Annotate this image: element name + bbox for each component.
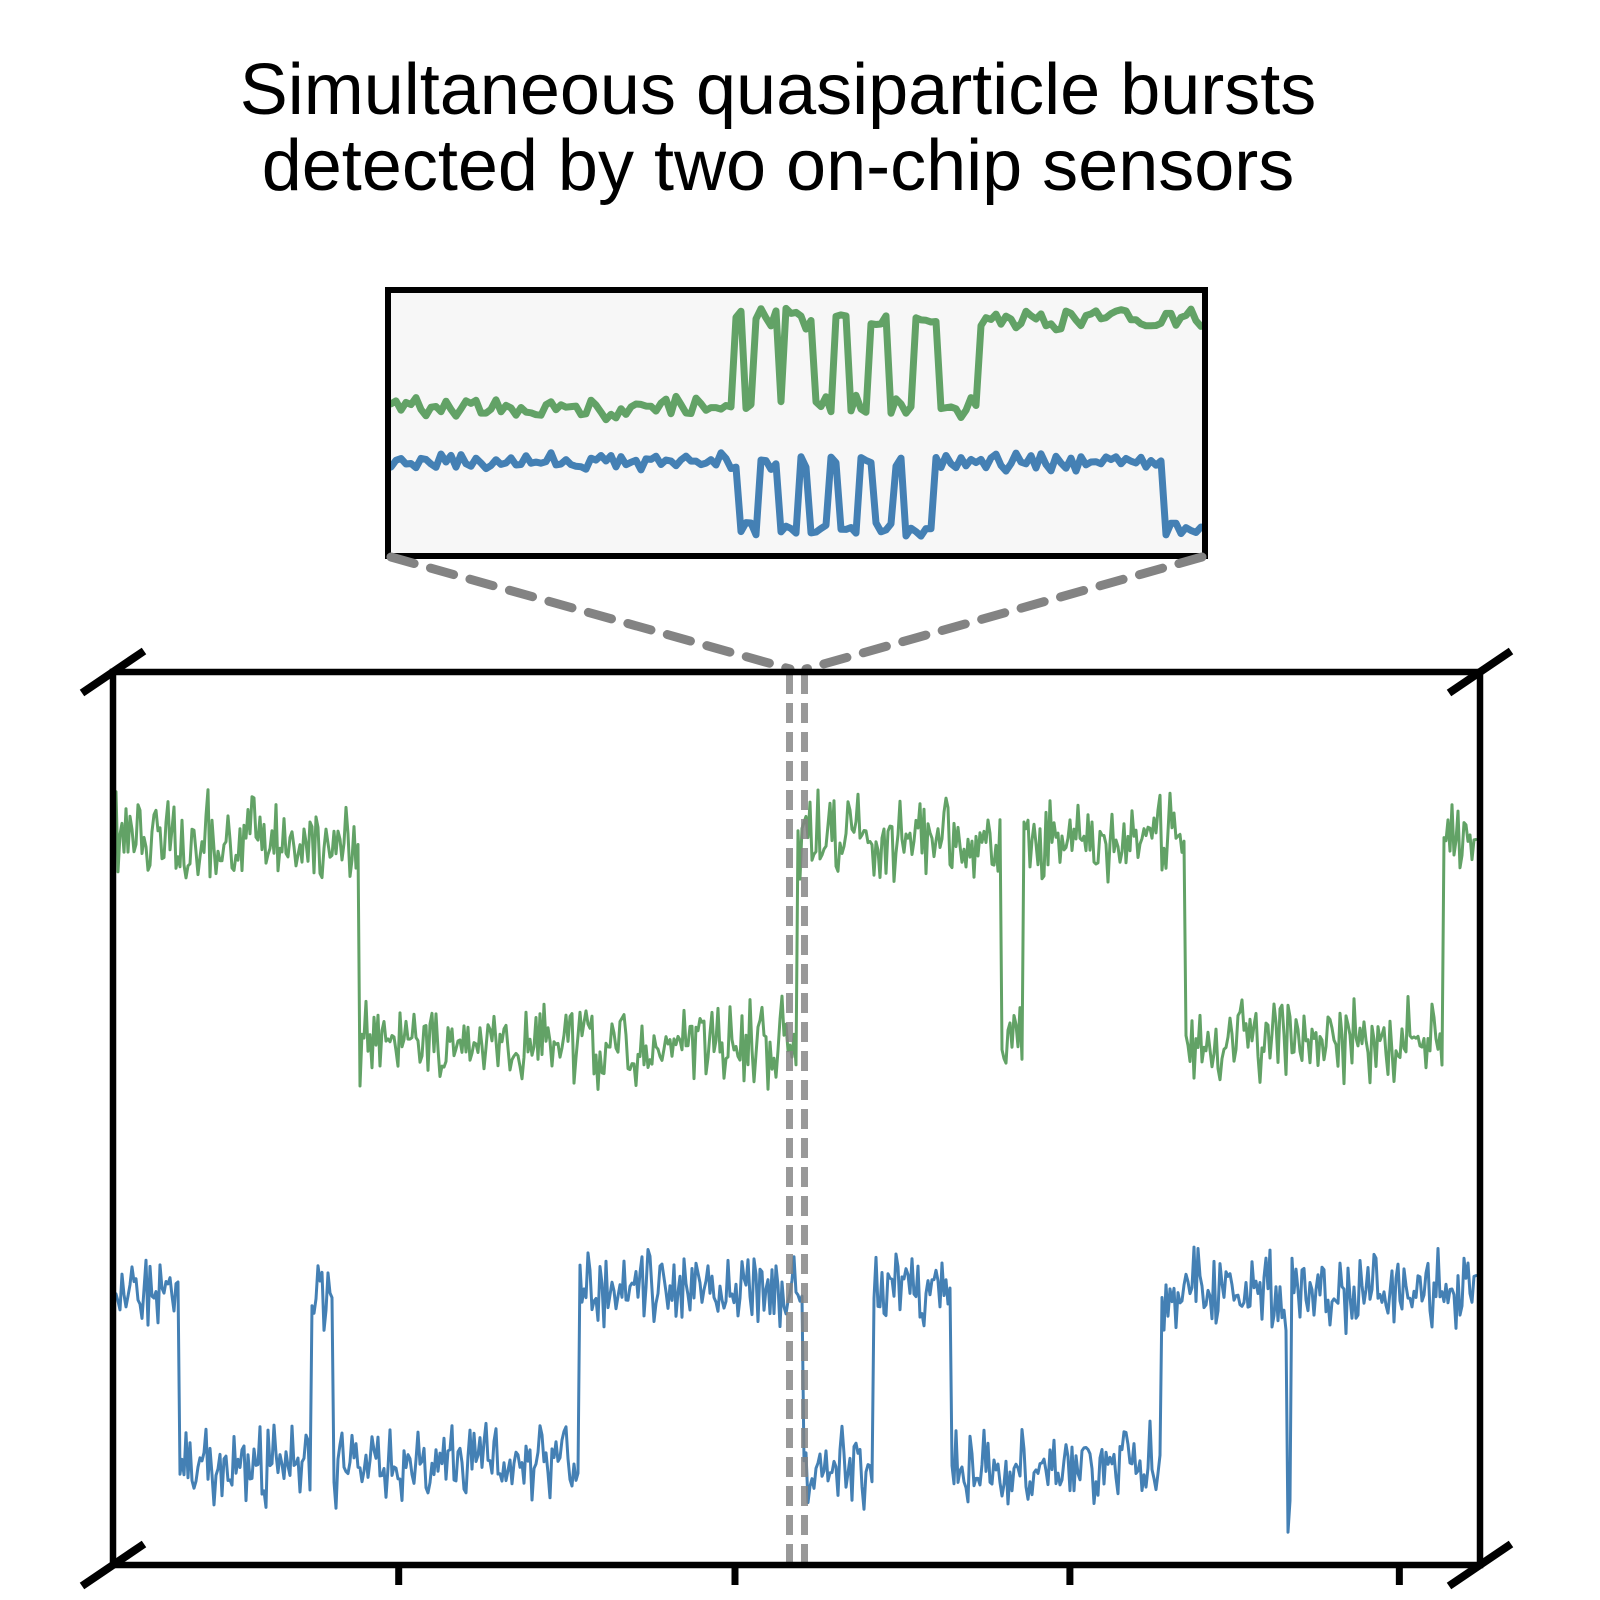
sensor1-green-inset-trace — [388, 304, 1205, 424]
main-axes-border — [109, 668, 1484, 1569]
main-traces — [114, 788, 1478, 1534]
corner-slash-bottom-left — [79, 1540, 147, 1590]
sensor1-green-main-trace — [114, 788, 1478, 1091]
sensor2-blue-main-trace — [114, 1245, 1478, 1534]
figure-title: Simultaneous quasiparticle bursts detect… — [0, 52, 1578, 205]
sensor2-blue-inset-trace — [388, 449, 1205, 540]
main-panel — [79, 647, 1514, 1590]
corner-slash-top-right — [1446, 647, 1514, 697]
corner-slash-bottom-right — [1446, 1540, 1514, 1590]
zoom-connector-right — [801, 552, 1207, 674]
zoom-connector-lines — [386, 552, 1207, 674]
figure-title-line1: Simultaneous quasiparticle bursts — [239, 50, 1317, 130]
corner-slash-top-left — [79, 647, 147, 697]
inset-border — [385, 287, 1208, 559]
figure-title-line2: detected by two on-chip sensors — [261, 126, 1295, 207]
inset-traces — [388, 304, 1205, 540]
zoom-connector-left — [386, 552, 795, 674]
inset-panel — [385, 287, 1208, 559]
